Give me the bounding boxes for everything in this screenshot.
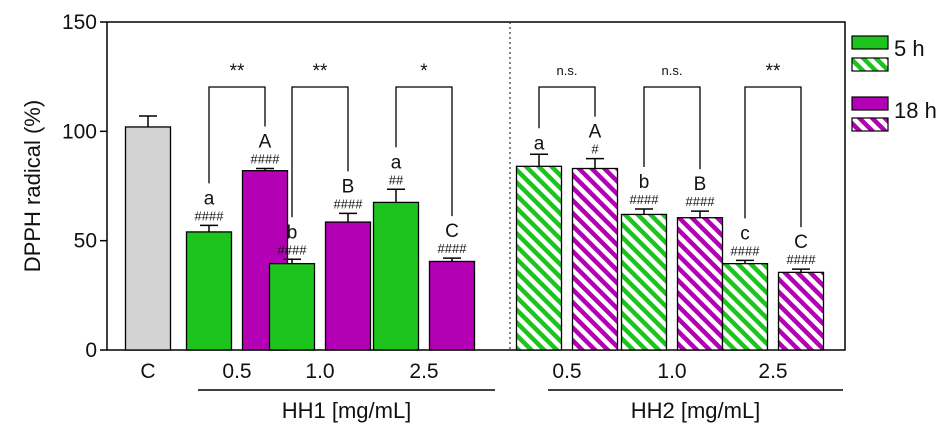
comparison-bracket [395,86,453,217]
bar-18h [571,167,619,351]
bar-5h [620,213,668,351]
hash-label: #### [195,208,225,223]
bar-18h [428,260,476,351]
x-tick-label: 0.5 [222,360,251,383]
legend-swatch [851,57,889,72]
y-tick-label: 150 [62,11,97,34]
legend-swatch [851,96,889,111]
bar-5h [515,165,563,351]
legend-swatch [851,35,889,50]
comparison-bracket [291,86,349,218]
x-tick-label: 2.5 [409,360,438,383]
group-label: HH2 [mg/mL] [631,398,761,423]
legend-swatch [851,117,889,132]
letter-label: A [259,132,272,153]
bracket-significance: n.s. [662,63,683,78]
x-tick-label: 2.5 [758,360,787,383]
letter-label: B [694,174,707,195]
bar-18h [777,271,825,351]
hash-label: #### [334,196,364,211]
comparison-bracket [208,86,266,184]
bracket-significance: ** [766,61,781,82]
letter-label: a [534,133,545,154]
letter-label: A [589,122,602,143]
y-tick-label: 100 [62,120,97,143]
bar-5h [185,231,233,351]
hash-label: #### [251,152,281,167]
y-tick-label: 0 [85,339,97,362]
bracket-significance: * [420,61,428,82]
hash-label: #### [731,243,761,258]
letter-label: a [204,188,215,209]
bar-control [124,126,172,351]
bar-5h [268,262,316,351]
comparison-bracket [538,86,596,129]
group-label: HH1 [mg/mL] [282,398,412,423]
letter-label: C [794,232,808,253]
letter-label: C [445,221,459,242]
letter-label: b [287,222,298,243]
comparison-bracket [744,86,802,228]
bar-18h [676,217,724,351]
bracket-significance: ** [230,61,245,82]
hash-label: #### [278,242,308,257]
bracket-significance: ** [313,61,328,82]
legend-label-18h: 18 h [894,98,937,123]
letter-label: b [639,172,650,193]
letter-label: a [391,152,402,173]
bar-5h [372,201,420,351]
legend-label-5h: 5 h [894,36,925,61]
y-axis-label: DPPH radical (%) [20,100,45,272]
x-tick-label: 1.0 [305,360,334,383]
y-tick-label: 50 [74,230,97,253]
x-tick-label: 0.5 [552,360,581,383]
bracket-significance: n.s. [557,63,578,78]
hash-label: #### [686,194,716,209]
hash-label: #### [438,241,468,256]
hash-label: #### [787,252,817,267]
x-tick-label: 1.0 [657,360,686,383]
bar-5h [721,262,769,351]
hash-label: ## [389,172,404,187]
comparison-bracket [643,86,701,170]
bar-18h [324,221,372,351]
x-tick-label: C [140,360,155,383]
hash-label: #### [630,192,660,207]
plot-frame [106,21,846,351]
hash-label: # [591,142,599,157]
letter-label: B [342,176,355,197]
letter-label: c [740,223,750,244]
